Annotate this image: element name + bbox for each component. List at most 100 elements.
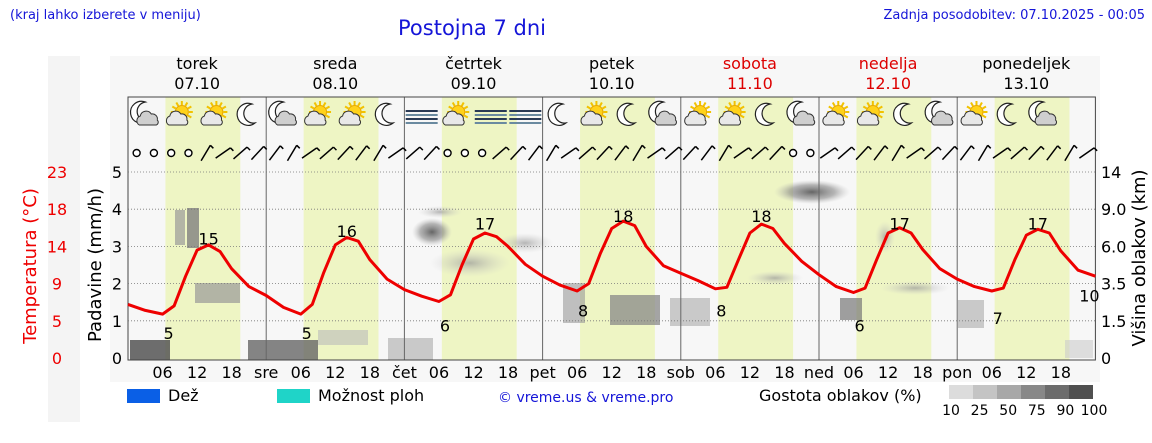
moon-cloud-icon (1028, 100, 1058, 126)
cloud-height-tick-label: 1.5 (1101, 312, 1126, 331)
moon-icon (996, 102, 1018, 126)
temp-tick-label: 14 (47, 237, 67, 256)
precip-tick-label: 3 (112, 237, 122, 256)
wind-barb-icon (992, 147, 1012, 159)
x-tick-label: 12 (187, 363, 207, 382)
day-name: torek (176, 54, 218, 73)
x-tick-label: 06 (843, 363, 863, 382)
sun-cloud-icon (442, 101, 470, 126)
cloud-density-swatch (973, 385, 997, 399)
x-tick-label: 18 (1051, 363, 1071, 382)
x-tick-label: 06 (705, 363, 725, 382)
moon-cloud-icon (924, 100, 954, 126)
x-tick-label: 06 (152, 363, 172, 382)
x-tick-label: 12 (463, 363, 483, 382)
cloud-density-level: 100 (1081, 403, 1108, 419)
fog-icon (509, 110, 542, 124)
wind-barb-icon (405, 146, 424, 160)
temperature-label: 8 (578, 301, 588, 320)
fog-icon (474, 110, 507, 124)
x-tick-label: sre (254, 363, 278, 382)
horizontal-grid-lines (128, 171, 1096, 322)
temperature-label: 17 (889, 215, 909, 234)
moon-icon (236, 102, 258, 126)
wind-barb-icon (527, 145, 543, 161)
wind-barb-icon (959, 145, 975, 161)
temperature-label: 10 (1079, 287, 1099, 306)
x-tick-label: 12 (1016, 363, 1036, 382)
calm-wind-icon (443, 148, 452, 158)
calm-wind-icon (132, 148, 141, 158)
cloud-height-tick-label: 9.0 (1101, 200, 1126, 219)
cloud-height-axis-label: Višina oblakov (km) (1129, 169, 1150, 346)
moon-cloud-icon (129, 100, 159, 126)
temperature-label: 17 (1028, 215, 1048, 234)
day-name: četrtek (445, 54, 503, 73)
wind-barb-icon (596, 145, 613, 161)
wind-barb-icon (632, 144, 646, 162)
temp-axis-label: Temperatura (°C) (20, 188, 41, 345)
x-tick-label: 18 (360, 363, 380, 382)
wind-barb-icon (647, 147, 666, 159)
temp-tick-label: 5 (52, 312, 62, 331)
x-tick-label: 18 (636, 363, 656, 382)
sun-cloud-icon (338, 101, 366, 126)
precip-axis-label: Padavine (mm/h) (85, 188, 106, 342)
wind-barb-icon (319, 146, 337, 160)
wind-barb-icon (664, 146, 683, 160)
moon-cloud-icon (786, 100, 816, 126)
wind-barb-icon (941, 145, 959, 161)
wind-barb-icon (373, 144, 387, 162)
wind-barb-icon (510, 145, 527, 161)
legend: Dež Možnost ploh © vreme.us & vreme.pro Gos… (127, 385, 1107, 419)
x-tick-label: 18 (774, 363, 794, 382)
wind-barb-icon (733, 147, 753, 159)
day-date: 12.10 (865, 74, 911, 93)
wind-barb-icon (769, 145, 786, 161)
day-date: 13.10 (1003, 74, 1049, 93)
cloud-density-swatch (997, 385, 1021, 399)
calm-wind-icon (149, 148, 159, 158)
x-tick-label: 18 (221, 363, 241, 382)
x-tick-label: 12 (325, 363, 345, 382)
moon-cloud-icon (268, 100, 297, 126)
fog-icon (405, 110, 438, 124)
sun-cloud-icon (304, 101, 332, 126)
day-date: 09.10 (451, 74, 497, 93)
day-date: 07.10 (174, 74, 220, 93)
wind-barb-icon (545, 144, 560, 162)
cloud-density-level: 25 (971, 403, 989, 419)
day-date: 08.10 (312, 74, 358, 93)
x-tick-label: 12 (602, 363, 622, 382)
region-note[interactable]: (kraj lahko izberete v meniju) (10, 8, 201, 23)
wind-barb-icon (1010, 146, 1028, 160)
sun-cloud-icon (165, 101, 193, 126)
wind-barb-icon (337, 145, 354, 161)
wind-barb-icon (301, 147, 321, 159)
day-name: sobota (723, 54, 777, 73)
showers-swatch (277, 389, 310, 403)
wind-barb-icon (682, 145, 700, 161)
temperature-label: 5 (302, 324, 312, 343)
precip-tick-label: 1 (112, 312, 122, 331)
wind-barb-icon (233, 146, 251, 160)
wind-barb-icon (1046, 145, 1062, 161)
wind-barb-icon (891, 144, 905, 162)
moon-icon (893, 102, 914, 126)
wind-barb-icon (355, 145, 371, 161)
wind-barb-icon (268, 145, 284, 161)
x-tick-label: 06 (567, 363, 587, 382)
cloud-density-level: 75 (1028, 403, 1046, 419)
sun-cloud-icon (580, 101, 608, 126)
day-name: nedelja (859, 54, 918, 73)
wind-barb-icon (614, 145, 630, 161)
temperature-label: 6 (440, 316, 450, 335)
wind-barb-icon (286, 144, 301, 162)
x-tick-label: čet (392, 363, 417, 382)
sun-cloud-icon (822, 101, 850, 126)
cloud-height-tick-label: 14 (1101, 163, 1121, 182)
moon-icon (616, 102, 638, 126)
wind-barb-icon (718, 144, 733, 162)
wind-barb-icon (423, 145, 440, 161)
